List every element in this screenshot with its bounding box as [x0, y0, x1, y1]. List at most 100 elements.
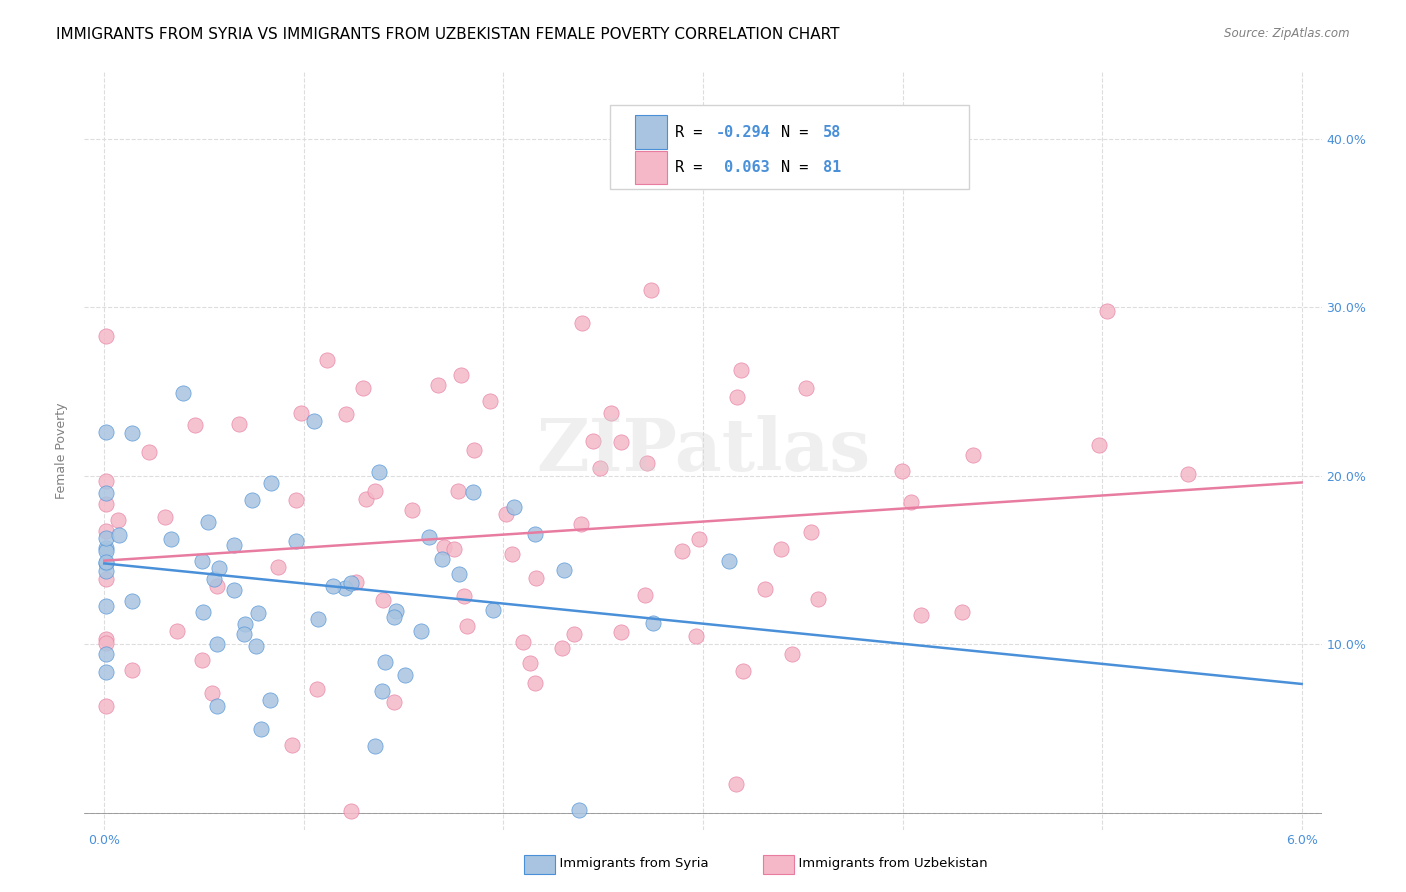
Point	[335, 407, 357, 421]
Point	[96, 599, 118, 613]
Point	[562, 627, 585, 641]
Point	[1095, 303, 1118, 318]
Point	[96, 698, 118, 713]
Point	[233, 617, 256, 632]
Text: -0.294: -0.294	[716, 125, 770, 139]
Point	[725, 777, 748, 791]
Point	[394, 667, 416, 681]
Text: R =: R =	[675, 125, 711, 139]
Point	[800, 524, 823, 539]
Point	[794, 381, 817, 395]
Y-axis label: Female Poverty: Female Poverty	[55, 402, 69, 499]
Point	[569, 516, 592, 531]
Point	[526, 571, 548, 585]
Point	[96, 555, 118, 569]
Point	[259, 693, 281, 707]
Point	[523, 676, 546, 690]
Point	[96, 632, 118, 647]
Point	[281, 739, 304, 753]
Point	[478, 393, 501, 408]
Point	[121, 663, 143, 677]
Point	[315, 353, 337, 368]
Point	[495, 508, 517, 522]
Point	[449, 567, 471, 582]
Point	[609, 434, 631, 449]
Point	[191, 553, 214, 567]
Text: R =: R =	[675, 161, 711, 175]
Point	[205, 699, 228, 714]
Point	[205, 579, 228, 593]
Point	[96, 665, 118, 679]
Point	[600, 406, 623, 420]
Point	[769, 541, 792, 556]
Text: IMMIGRANTS FROM SYRIA VS IMMIGRANTS FROM UZBEKISTAN FEMALE POVERTY CORRELATION C: IMMIGRANTS FROM SYRIA VS IMMIGRANTS FROM…	[56, 27, 839, 42]
FancyBboxPatch shape	[636, 151, 666, 185]
Point	[364, 739, 387, 754]
Point	[733, 664, 755, 678]
Point	[233, 626, 256, 640]
Point	[322, 579, 344, 593]
Point	[685, 629, 707, 643]
Point	[364, 483, 387, 498]
Point	[890, 464, 912, 478]
Point	[201, 686, 224, 700]
Point	[340, 804, 363, 818]
Text: ZIPatlas: ZIPatlas	[536, 415, 870, 486]
Point	[96, 541, 118, 555]
Point	[96, 636, 118, 650]
Point	[634, 588, 657, 602]
Point	[609, 625, 631, 640]
Point	[962, 448, 984, 462]
Point	[108, 528, 131, 542]
Point	[1088, 438, 1111, 452]
Point	[121, 594, 143, 608]
Point	[411, 624, 433, 638]
Point	[307, 612, 329, 626]
Point	[96, 329, 118, 343]
Point	[160, 532, 183, 546]
Point	[367, 465, 389, 479]
Point	[208, 561, 231, 575]
Point	[339, 576, 361, 591]
Point	[463, 442, 485, 457]
Point	[260, 476, 283, 491]
Point	[523, 526, 546, 541]
Point	[96, 474, 118, 488]
Point	[246, 606, 269, 620]
Point	[190, 653, 212, 667]
Text: Source: ZipAtlas.com: Source: ZipAtlas.com	[1225, 27, 1350, 40]
Point	[671, 544, 693, 558]
FancyBboxPatch shape	[610, 105, 969, 189]
Point	[688, 532, 710, 546]
Point	[910, 608, 932, 623]
Point	[224, 538, 246, 552]
Point	[382, 610, 405, 624]
Point	[121, 425, 143, 440]
Point	[245, 640, 267, 654]
Point	[418, 530, 440, 544]
Point	[267, 559, 290, 574]
Point	[640, 283, 662, 297]
Point	[482, 603, 505, 617]
Point	[166, 624, 188, 639]
Point	[374, 655, 396, 669]
Text: 58: 58	[823, 125, 841, 139]
Point	[636, 456, 658, 470]
Point	[96, 486, 118, 500]
Point	[589, 461, 612, 475]
Point	[453, 589, 475, 603]
Point	[96, 425, 118, 439]
Point	[305, 681, 328, 696]
Point	[1177, 467, 1199, 482]
Point	[443, 542, 465, 557]
Point	[730, 363, 752, 377]
Point	[96, 647, 118, 661]
Point	[754, 582, 776, 596]
Point	[96, 531, 118, 545]
Point	[780, 648, 803, 662]
Point	[571, 316, 593, 330]
Point	[373, 593, 395, 607]
Point	[717, 554, 740, 568]
Point	[352, 381, 374, 395]
Point	[107, 513, 129, 527]
